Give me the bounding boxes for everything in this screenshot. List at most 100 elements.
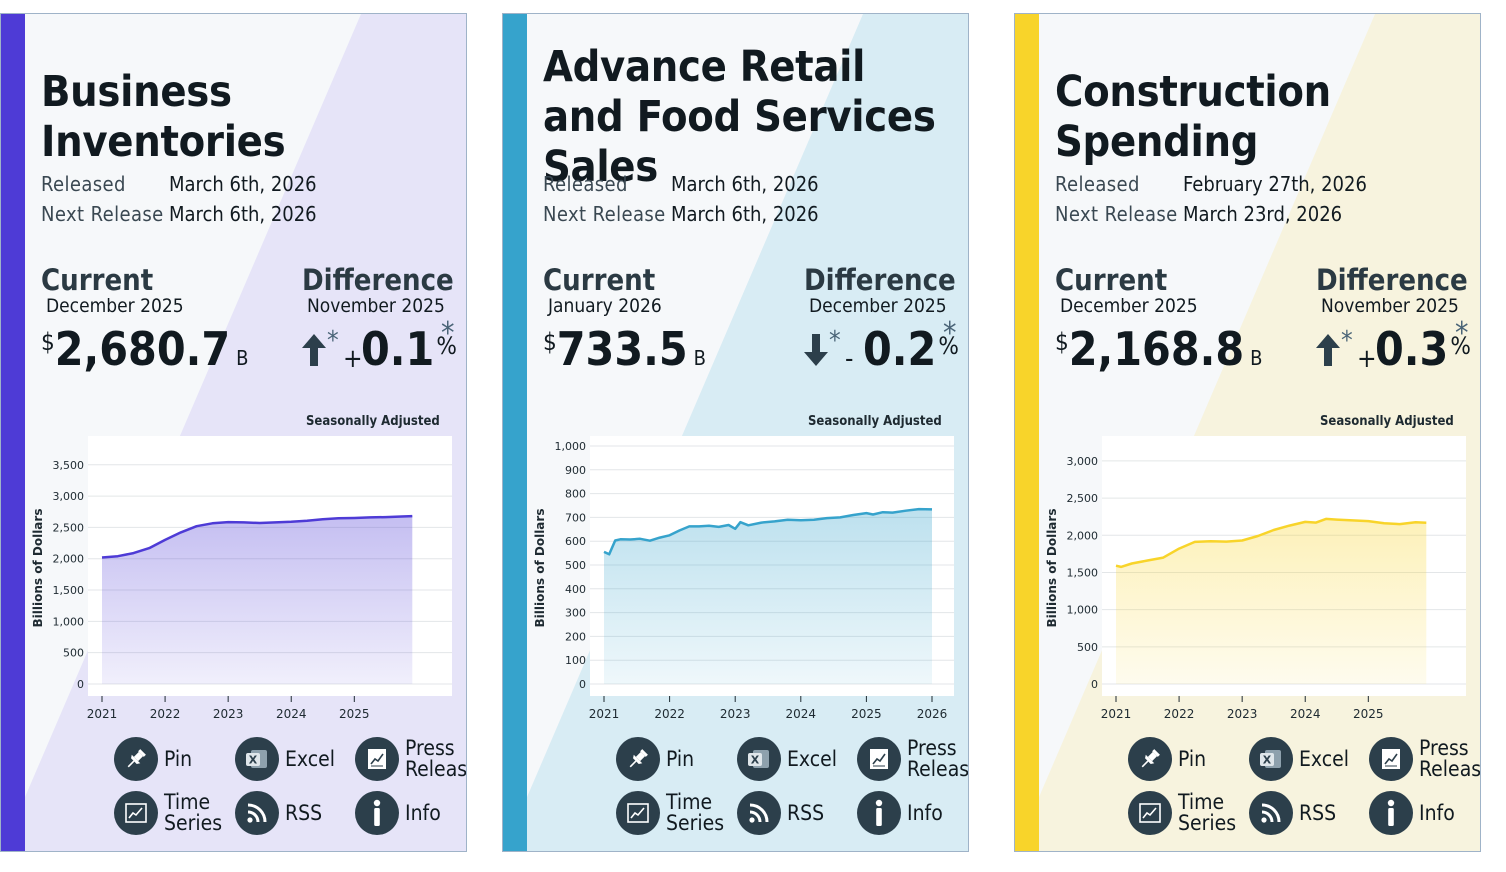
rss-button[interactable]: RSS [737,791,824,835]
info-button[interactable]: Info [355,791,441,835]
y-tick-label: 0 [579,678,586,691]
excel-button[interactable]: X Excel [1249,737,1349,781]
press-release-icon [1369,737,1413,781]
pin-icon [114,737,158,781]
excel-button[interactable]: X Excel [235,737,335,781]
rss-button[interactable]: RSS [1249,791,1336,835]
excel-label: Excel [285,746,336,771]
next-release-date: March 23rd, 2026 [1183,202,1343,226]
y-tick-label: 1,000 [555,440,587,453]
excel-label: Excel [787,746,838,771]
excel-button[interactable]: X Excel [737,737,837,781]
pin-label: Pin [164,746,193,771]
press-release-icon [857,737,901,781]
info-icon [355,791,399,835]
y-tick-label: 300 [565,607,586,620]
y-axis-label: Billions of Dollars [1045,509,1059,628]
current-period: December 2025 [1060,295,1198,317]
y-tick-label: 2,500 [53,521,85,534]
y-tick-label: 2,000 [53,553,85,566]
pin-button[interactable]: Pin [1128,737,1206,781]
press-release-button[interactable]: Press Releas [857,737,968,781]
seasonally-adjusted-label: Seasonally Adjusted [1320,414,1454,429]
y-tick-label: 3,000 [1067,455,1099,468]
current-value-block: $2,168.8 B [1055,322,1263,376]
pin-label: Pin [1178,746,1207,771]
accent-stripe [1015,14,1039,851]
card-title: Advance Retail and Food Services Sales [543,42,936,192]
x-tick-label: 2022 [1164,707,1195,721]
time-series-chart: 0 500 1,000 1,500 2,000 2,500 3,000 2021 2022 202… [1045,436,1466,721]
arrow-asterisk: * [1341,326,1353,356]
x-tick-label: 2024 [786,707,817,721]
y-tick-label: 900 [565,464,586,477]
difference-period: November 2025 [307,295,445,317]
x-tick-label: 2021 [589,707,620,721]
indicator-card: Business Inventories Released March 6th,… [0,13,467,852]
info-button[interactable]: Info [1369,791,1455,835]
arrow-asterisk: * [327,326,339,356]
press-release-button[interactable]: Press Releas [1369,737,1480,781]
y-tick-label: 700 [565,511,586,524]
x-tick-label: 2024 [276,707,307,721]
difference-asterisk: * [1455,316,1469,351]
y-tick-label: 3,500 [53,459,85,472]
current-period: December 2025 [46,295,184,317]
y-tick-label: 800 [565,488,586,501]
y-tick-label: 400 [565,583,586,596]
next-release-label: Next Release [543,202,666,226]
next-release-label: Next Release [41,202,164,226]
pin-button[interactable]: Pin [114,737,192,781]
released-label: Released [1055,172,1140,196]
current-value-block: $733.5 B [543,322,706,376]
difference-value: 0.2 [863,322,937,376]
y-tick-label: 500 [1077,641,1098,654]
difference-sign: - [845,344,854,374]
x-tick-label: 2023 [213,707,244,721]
percent-sign: % [1450,332,1471,360]
difference-heading: Difference [302,263,454,297]
x-tick-label: 2023 [720,707,751,721]
info-button[interactable]: Info [857,791,943,835]
rss-label: RSS [787,800,825,825]
rss-button[interactable]: RSS [235,791,322,835]
card-title: Business Inventories [41,67,286,167]
difference-period: November 2025 [1321,295,1459,317]
released-date: March 6th, 2026 [671,172,819,196]
excel-label: Excel [1299,746,1350,771]
y-tick-label: 600 [565,535,586,548]
pin-label: Pin [666,746,695,771]
currency-symbol: $ [1055,328,1069,356]
time-series-label: Time Series [164,790,223,835]
press-release-label: Press Releas [405,736,467,781]
y-tick-label: 1,000 [53,615,85,628]
released-date: February 27th, 2026 [1183,172,1367,196]
time-series-button[interactable]: Time Series [616,791,724,835]
current-heading: Current [1055,263,1168,297]
next-release-label: Next Release [1055,202,1178,226]
series-line [603,507,933,556]
difference-sign: + [343,344,363,374]
y-tick-label: 3,000 [53,490,85,503]
x-tick-label: 2021 [1101,707,1132,721]
difference-heading: Difference [1316,263,1468,297]
press-release-button[interactable]: Press Releas [355,736,467,781]
accent-stripe [503,14,527,851]
time-series-button[interactable]: Time Series [1128,791,1236,835]
x-tick-label: 2025 [1353,707,1384,721]
y-tick-label: 0 [1091,678,1098,691]
unit-label: B [236,346,249,370]
pin-button[interactable]: Pin [616,737,694,781]
next-release-date: March 6th, 2026 [169,202,317,226]
info-label: Info [405,800,441,825]
released-label: Released [41,172,126,196]
difference-value-block: 0.2% [863,322,959,376]
current-heading: Current [543,263,656,297]
time-series-label: Time Series [666,790,725,835]
info-icon [1369,791,1413,835]
unit-label: B [693,346,706,370]
x-tick-label: 2022 [654,707,685,721]
y-tick-label: 500 [565,559,586,572]
arrow-asterisk: * [829,326,841,356]
time-series-button[interactable]: Time Series [114,791,222,835]
